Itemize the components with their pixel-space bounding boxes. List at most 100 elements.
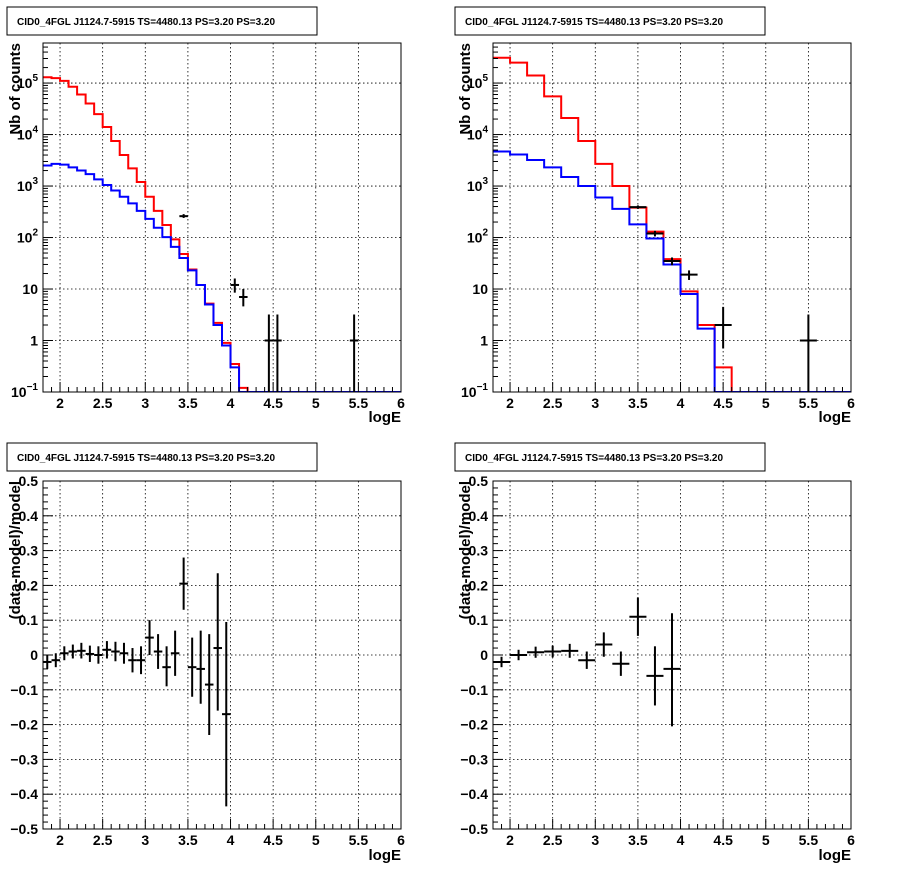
- chart-panel-2: 2 2.5 3 3.5 4 4.5 5 5.5 6 10−1 1 10 102 103 104 105 logE…: [454, 6, 855, 426]
- title-frame: [454, 6, 766, 36]
- data-point: [77, 642, 86, 659]
- y-axis-label: Nb of counts: [457, 43, 474, 135]
- data-point: [145, 620, 154, 655]
- y-tick-label: 105: [17, 73, 39, 91]
- x-tick-label: 3.5: [628, 395, 648, 411]
- x-tick-label: 3: [591, 395, 599, 411]
- data-point: [612, 651, 630, 676]
- chart-title-box: CID0_4FGL J1124.7-5915 TS=4480.13 PS=3.2…: [454, 6, 766, 36]
- y-tick-label: 0.4: [19, 508, 39, 524]
- x-tick-label: 2.5: [93, 395, 113, 411]
- y-tick-label: 1: [480, 333, 488, 349]
- y-axis: −0.5 −0.4 −0.3 −0.2 −0.1 0 0.1 0.2 0.3 0.4 0.5: [460, 473, 503, 837]
- data-point: [230, 278, 240, 293]
- y-tick-label: −0.3: [10, 751, 38, 767]
- y-tick-label: 0.3: [19, 543, 39, 559]
- data-point: [102, 641, 112, 659]
- x-axis-label: logE: [819, 847, 852, 864]
- y-axis-label: Nb of counts: [7, 43, 24, 135]
- data-point: [646, 646, 664, 706]
- data-point: [714, 306, 732, 349]
- y-tick-label: −0.2: [460, 717, 488, 733]
- data-point: [60, 646, 69, 661]
- data-point: [799, 314, 817, 392]
- y-tick-label: −0.1: [460, 682, 488, 698]
- x-axis: 2 2.5 3 3.5 4 4.5 5 5.5 6: [492, 382, 855, 411]
- y-tick-label: 10−1: [11, 382, 38, 400]
- x-axis-label: logE: [369, 409, 402, 426]
- data-point: [85, 645, 95, 662]
- x-tick-label: 3: [591, 832, 599, 848]
- y-tick-label: 0.1: [469, 612, 489, 628]
- y-tick-label: 102: [17, 228, 39, 246]
- data-point: [680, 270, 698, 280]
- data-point: [204, 634, 214, 736]
- x-tick-label: 4.5: [263, 395, 283, 411]
- x-axis: 2 2.5 3 3.5 4 4.5 5 5.5 6: [42, 382, 405, 411]
- data-point: [68, 644, 78, 659]
- data-point: [119, 642, 129, 664]
- y-axis: 10−1 1 10 102 103 104 105: [11, 42, 53, 400]
- y-tick-label: 0.3: [469, 543, 489, 559]
- data-point: [51, 653, 61, 668]
- y-tick-label: −0.5: [10, 821, 38, 837]
- data-point: [663, 257, 681, 266]
- y-tick-label: 10: [22, 281, 38, 297]
- x-tick-label: 5.5: [349, 832, 369, 848]
- data-point: [128, 648, 137, 673]
- histogram-series-blue: [43, 162, 401, 392]
- data-point: [213, 573, 222, 711]
- title-frame: [6, 442, 318, 472]
- data-point: [629, 597, 647, 636]
- y-tick-label: −0.2: [10, 717, 38, 733]
- data-point: [629, 205, 647, 209]
- data-point: [94, 646, 103, 664]
- y-tick-label: 0.5: [19, 473, 39, 489]
- histogram-series-red: [43, 76, 401, 392]
- data-point: [349, 314, 359, 392]
- x-tick-label: 4: [227, 395, 235, 411]
- y-axis-label: (data-model)/model: [457, 481, 474, 619]
- y-tick-label: −0.1: [10, 682, 38, 698]
- y-axis-label: (data-model)/model: [7, 481, 24, 619]
- data-point: [162, 646, 171, 687]
- y-tick-label: 105: [467, 73, 489, 91]
- x-tick-label: 4.5: [713, 832, 733, 848]
- y-tick-label: −0.3: [460, 751, 488, 767]
- x-tick-label: 6: [847, 832, 855, 848]
- y-tick-label: 104: [467, 125, 489, 143]
- x-tick-label: 3: [141, 395, 149, 411]
- x-tick-label: 5.5: [799, 395, 819, 411]
- x-tick-label: 2: [56, 832, 64, 848]
- chart-title-box: CID0_4FGL J1124.7-5915 TS=4480.13 PS=3.2…: [6, 442, 318, 472]
- y-axis: 10−1 1 10 102 103 104 105: [461, 42, 503, 400]
- y-tick-label: 10−1: [461, 382, 488, 400]
- chart-panel-4: 2 2.5 3 3.5 4 4.5 5 5.5 6 −0.5 −0.4 −0.3 −0.2 −0.1 0 0.…: [454, 442, 855, 864]
- data-point: [222, 621, 231, 807]
- data-point: [196, 630, 205, 704]
- data-point: [136, 646, 146, 675]
- chart-panel-3: 2 2.5 3 3.5 4 4.5 5 5.5 6 −0.5 −0.4 −0.3 −0.2 −0.1 0 0.…: [6, 442, 405, 864]
- data-point: [187, 637, 197, 697]
- y-tick-label: −0.5: [460, 821, 488, 837]
- title-frame: [6, 6, 318, 36]
- x-tick-label: 5: [312, 832, 320, 848]
- data-point: [595, 632, 613, 657]
- y-tick-label: 102: [467, 228, 489, 246]
- x-tick-label: 3.5: [178, 832, 198, 848]
- chart-panel-1: 2 2.5 3 3.5 4 4.5 5 5.5 6 10−1 1 10 102 103 104 105 logE…: [6, 6, 405, 426]
- x-tick-label: 2: [56, 395, 64, 411]
- data-point: [111, 641, 120, 662]
- data-point: [170, 630, 180, 676]
- chart-title: CID0_4FGL J1124.7-5915 TS=4480.13 PS=3.2…: [465, 453, 723, 464]
- x-axis-label: logE: [819, 409, 852, 426]
- y-tick-label: 10: [472, 281, 488, 297]
- y-tick-label: −0.4: [460, 786, 488, 802]
- data-point: [153, 634, 163, 669]
- y-tick-label: 0.5: [469, 473, 489, 489]
- y-tick-label: 0.1: [19, 612, 39, 628]
- data-point: [663, 613, 681, 727]
- x-tick-label: 3.5: [178, 395, 198, 411]
- x-tick-label: 4: [227, 832, 235, 848]
